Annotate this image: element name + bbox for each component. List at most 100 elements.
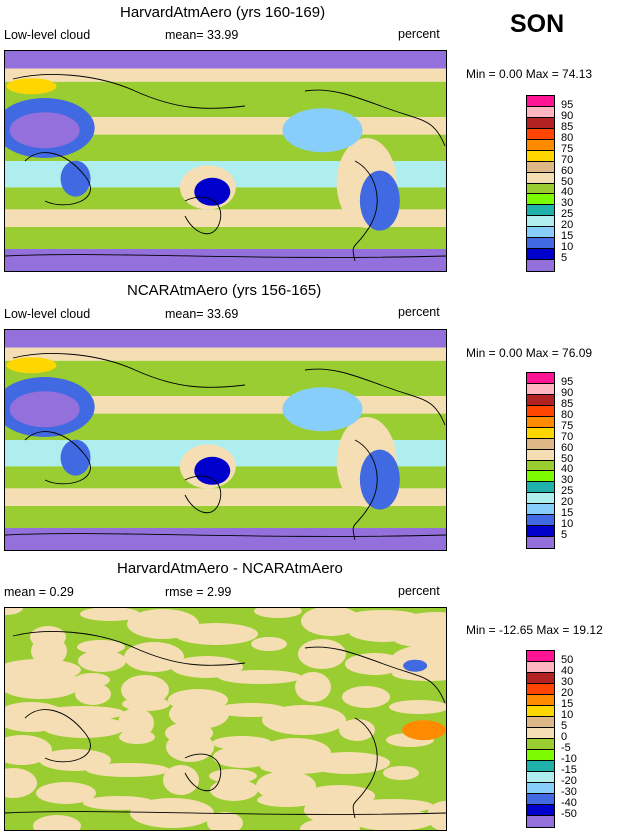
- colorbar-segment: [527, 438, 554, 450]
- colorbar-level-label: 30: [561, 676, 574, 688]
- colorbar-segment: [527, 504, 554, 516]
- colorbar-level-label: 10: [561, 241, 574, 254]
- colorbar-level-label: -20: [561, 775, 577, 787]
- colorbar-level-label: 70: [561, 153, 574, 166]
- colorbar-segment: [527, 750, 554, 761]
- colorbar-segment: [527, 816, 554, 827]
- colorbar-segment: [527, 172, 554, 184]
- colorbar-segment: [527, 728, 554, 739]
- panel-2-map: [4, 329, 447, 551]
- colorbar-level-label: 40: [561, 463, 574, 476]
- colorbar-level-label: 75: [561, 142, 574, 155]
- colorbar-segment: [527, 161, 554, 173]
- colorbar-segment: [527, 238, 554, 250]
- panel-3-mean-label: mean = 0.29: [4, 585, 74, 599]
- panel-3-rmse-label: rmse = 2.99: [165, 585, 232, 599]
- colorbar-segment: [527, 651, 554, 662]
- colorbar-segment: [527, 537, 554, 548]
- colorbar-segment: [527, 194, 554, 206]
- colorbar-segment: [527, 482, 554, 494]
- panel-3-minmax: Min = -12.65 Max = 19.12: [466, 623, 603, 637]
- colorbar-segment: [527, 216, 554, 228]
- colorbar-level-label: 60: [561, 164, 574, 177]
- colorbar-level-label: 40: [561, 186, 574, 199]
- colorbar-segment: [527, 772, 554, 783]
- panel-1-units-label: percent: [398, 27, 440, 41]
- colorbar-level-label: 10: [561, 518, 574, 531]
- colorbar-segment: [527, 373, 554, 384]
- panel-1-variable-label: Low-level cloud: [4, 28, 91, 42]
- colorbar-level-label: 25: [561, 485, 574, 498]
- colorbar-level-label: 50: [561, 175, 574, 188]
- colorbar-segment: [527, 706, 554, 717]
- colorbar-segment: [527, 150, 554, 162]
- panel-2-mean-label: mean= 33.69: [165, 307, 239, 321]
- colorbar-segment: [527, 739, 554, 750]
- colorbar-level-label: 20: [561, 496, 574, 509]
- colorbar-segment: [527, 405, 554, 417]
- colorbar-level-label: -10: [561, 753, 577, 765]
- panel-1-colorbar: [526, 95, 555, 272]
- panel-3-title: HarvardAtmAero - NCARAtmAero: [117, 560, 343, 577]
- colorbar-segment: [527, 794, 554, 805]
- colorbar-segment: [527, 128, 554, 140]
- colorbar-level-label: 10: [561, 709, 574, 721]
- colorbar-level-label: 50: [561, 654, 574, 666]
- colorbar-level-label: -40: [561, 797, 577, 809]
- colorbar-level-label: 95: [561, 375, 574, 388]
- colorbar-level-label: 15: [561, 507, 574, 520]
- colorbar-level-label: 0: [561, 731, 568, 743]
- colorbar-level-label: -5: [561, 742, 571, 754]
- colorbar-segment: [527, 227, 554, 239]
- colorbar-level-label: 75: [561, 419, 574, 432]
- colorbar-segment: [527, 205, 554, 217]
- colorbar-level-label: 40: [561, 665, 574, 677]
- colorbar-level-label: 70: [561, 430, 574, 443]
- colorbar-segment: [527, 805, 554, 816]
- colorbar-segment: [527, 717, 554, 728]
- panel-2-units-label: percent: [398, 305, 440, 319]
- colorbar-segment: [527, 460, 554, 472]
- panel-2-title: NCARAtmAero (yrs 156-165): [127, 282, 322, 299]
- colorbar-level-label: 50: [561, 452, 574, 465]
- colorbar-segment: [527, 526, 554, 538]
- panel-3-units-label: percent: [398, 584, 440, 598]
- colorbar-segment: [527, 684, 554, 695]
- panel-3-map: [4, 607, 447, 831]
- colorbar-segment: [527, 515, 554, 527]
- season-label: SON: [510, 10, 565, 38]
- colorbar-level-label: 5: [561, 720, 568, 732]
- colorbar-level-label: 30: [561, 474, 574, 487]
- colorbar-level-label: 15: [561, 230, 574, 243]
- colorbar-segment: [527, 394, 554, 406]
- colorbar-segment: [527, 106, 554, 118]
- colorbar-level-label: 85: [561, 120, 574, 133]
- colorbar-level-label: -30: [561, 786, 577, 798]
- colorbar-segment: [527, 471, 554, 483]
- colorbar-level-label: 80: [561, 131, 574, 144]
- panel-3-colorbar: [526, 650, 555, 828]
- colorbar-level-label: -15: [561, 764, 577, 776]
- colorbar-segment: [527, 783, 554, 794]
- colorbar-segment: [527, 449, 554, 461]
- colorbar-level-label: 25: [561, 208, 574, 221]
- colorbar-level-label: 85: [561, 397, 574, 410]
- colorbar-segment: [527, 96, 554, 107]
- colorbar-segment: [527, 260, 554, 271]
- panel-1-title: HarvardAtmAero (yrs 160-169): [120, 4, 326, 21]
- colorbar-level-label: 60: [561, 441, 574, 454]
- colorbar-level-label: 5: [561, 529, 568, 542]
- colorbar-level-label: 20: [561, 219, 574, 232]
- colorbar-segment: [527, 673, 554, 684]
- panel-2-minmax: Min = 0.00 Max = 76.09: [466, 346, 593, 360]
- colorbar-level-label: 5: [561, 252, 568, 265]
- colorbar-level-label: 90: [561, 386, 574, 399]
- colorbar-segment: [527, 117, 554, 129]
- colorbar-segment: [527, 695, 554, 706]
- colorbar-segment: [527, 183, 554, 195]
- colorbar-segment: [527, 416, 554, 428]
- colorbar-segment: [527, 139, 554, 151]
- panel-1-mean-label: mean= 33.99: [165, 28, 239, 42]
- panel-2-variable-label: Low-level cloud: [4, 307, 91, 321]
- colorbar-level-label: 20: [561, 687, 574, 699]
